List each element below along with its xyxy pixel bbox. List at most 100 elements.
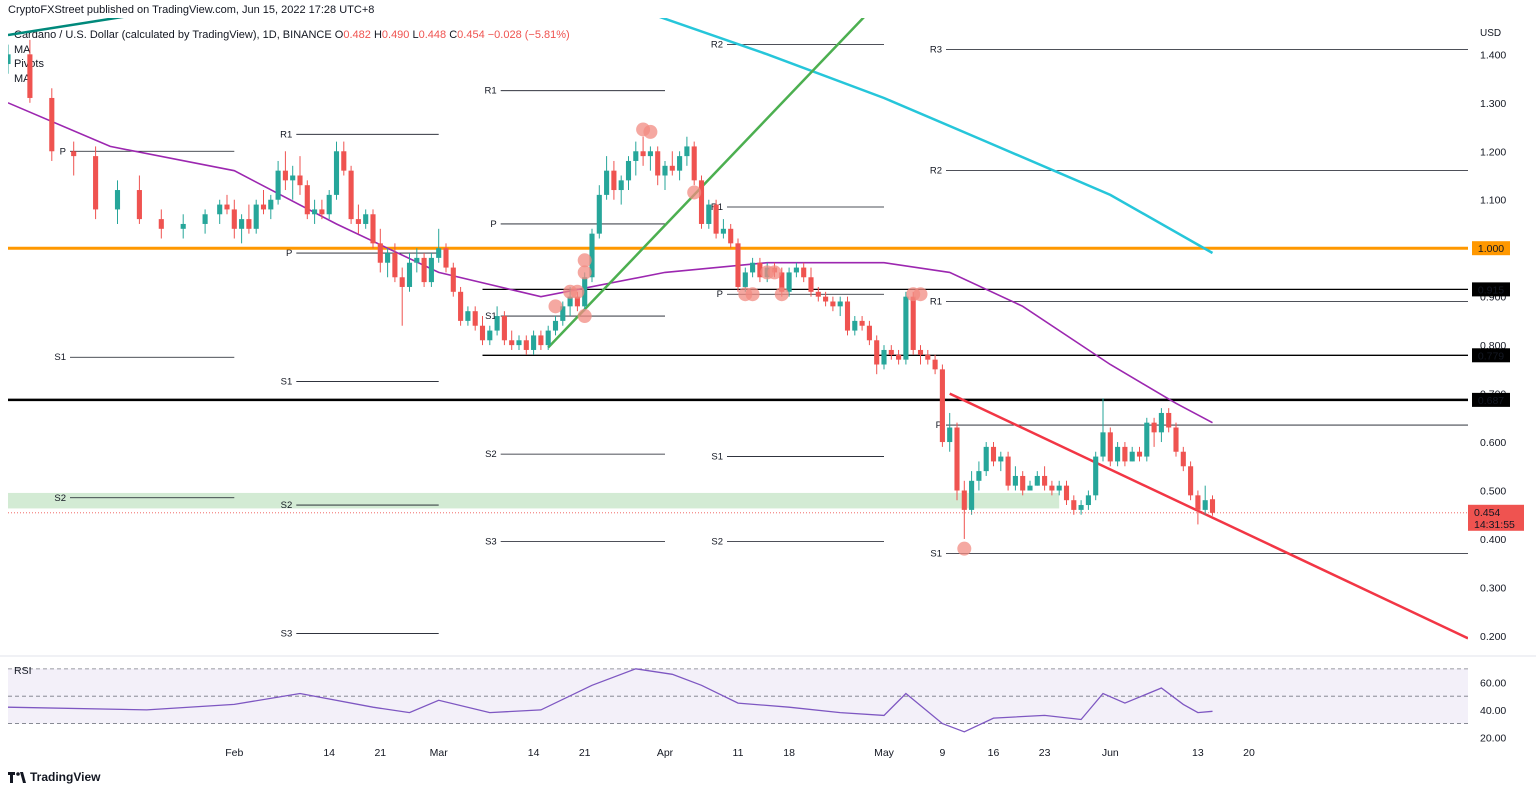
highlight-marker (577, 309, 592, 324)
candle (655, 146, 661, 186)
candle (1173, 422, 1179, 457)
candle (136, 175, 142, 224)
candle (560, 301, 566, 326)
candle (1049, 480, 1055, 496)
candle (1093, 451, 1099, 501)
indicator-ma-2[interactable]: MA (14, 72, 31, 85)
y-tick-label: 0.500 (1480, 486, 1506, 498)
candle (516, 335, 522, 350)
candle (246, 204, 252, 234)
candle-body (793, 267, 799, 273)
highlight-marker (913, 287, 928, 302)
rsi-tick-label: 20.00 (1480, 732, 1506, 744)
candle (158, 209, 164, 239)
candle-body (990, 446, 997, 462)
last-price-badge-label: 0.454 (1474, 507, 1500, 519)
highlight-marker (577, 253, 592, 268)
candle-body (458, 291, 464, 321)
candle (1151, 417, 1157, 447)
candle-body (523, 340, 529, 350)
candle-body (71, 151, 77, 157)
pivot-label: S2 (711, 536, 723, 547)
candle (1136, 446, 1143, 462)
key-level-badge-label: 1.000 (1478, 243, 1504, 255)
candle-body (640, 151, 646, 157)
candle (969, 471, 975, 515)
candle (947, 412, 953, 452)
countdown-badge-label: 14:31:55 (1474, 519, 1515, 531)
x-tick-label: 11 (733, 747, 744, 759)
candle (837, 296, 843, 317)
high-label: H (373, 29, 382, 41)
candle (830, 296, 836, 312)
pivot-label: R2 (930, 166, 942, 177)
candle (472, 306, 478, 331)
candle (728, 223, 734, 249)
candle (428, 253, 434, 287)
candle-body (589, 233, 595, 278)
candle-body (750, 262, 756, 273)
candle-body (428, 257, 434, 283)
candle (866, 320, 872, 346)
candle (874, 335, 880, 375)
candle (1071, 495, 1077, 515)
indicator-ma-1[interactable]: MA (14, 43, 31, 56)
candle (333, 141, 340, 200)
candle-body (618, 180, 624, 191)
candle-body (808, 277, 814, 292)
candle (1202, 485, 1208, 515)
candle (859, 316, 865, 331)
candle (1115, 442, 1121, 467)
candle-body (268, 199, 274, 210)
candle-body (735, 243, 741, 287)
candle (399, 267, 405, 326)
candle-body (844, 301, 851, 331)
candle (297, 156, 303, 195)
low-value: 0.448 (418, 29, 447, 41)
candle-body (1173, 427, 1179, 452)
candle (808, 267, 814, 297)
candle-body (355, 219, 361, 224)
candle-body (1093, 456, 1099, 496)
tradingview-logo[interactable]: TradingView (8, 770, 100, 784)
candle-body (1063, 485, 1070, 501)
candle-body (465, 311, 471, 321)
trendline-teal_topline (8, 18, 124, 37)
candle (268, 194, 274, 220)
candle (596, 185, 602, 239)
tradingview-brand: TradingView (30, 770, 101, 784)
last-price-badge (1468, 504, 1524, 531)
candle (326, 190, 332, 220)
candle (260, 190, 267, 215)
candle-body (1056, 485, 1062, 491)
candle (465, 306, 471, 326)
candle (348, 165, 354, 224)
candle-body (217, 204, 223, 215)
candle (706, 199, 712, 229)
candle-body (983, 446, 989, 472)
x-tick-label: 14 (323, 747, 335, 759)
candle-body (779, 272, 785, 292)
candle-body (866, 325, 872, 341)
candle (202, 209, 208, 234)
candle-body (954, 427, 960, 491)
candle-body (742, 272, 748, 287)
candle (698, 175, 705, 229)
candle (633, 141, 639, 176)
candle (531, 330, 537, 355)
candle (450, 262, 456, 297)
candle (370, 209, 376, 249)
y-tick-label: 0.600 (1480, 437, 1506, 449)
candle-body (385, 253, 391, 263)
pivot-label: R2 (711, 40, 723, 51)
candle-body (1115, 446, 1121, 462)
candle (224, 194, 230, 215)
candle-body (1020, 475, 1026, 491)
rsi-label: RSI (14, 665, 32, 677)
candle-body (304, 185, 310, 215)
candle-body (1042, 475, 1048, 486)
candle-body (377, 243, 383, 263)
pivot-label: R1 (930, 297, 942, 308)
candle (1085, 490, 1091, 510)
